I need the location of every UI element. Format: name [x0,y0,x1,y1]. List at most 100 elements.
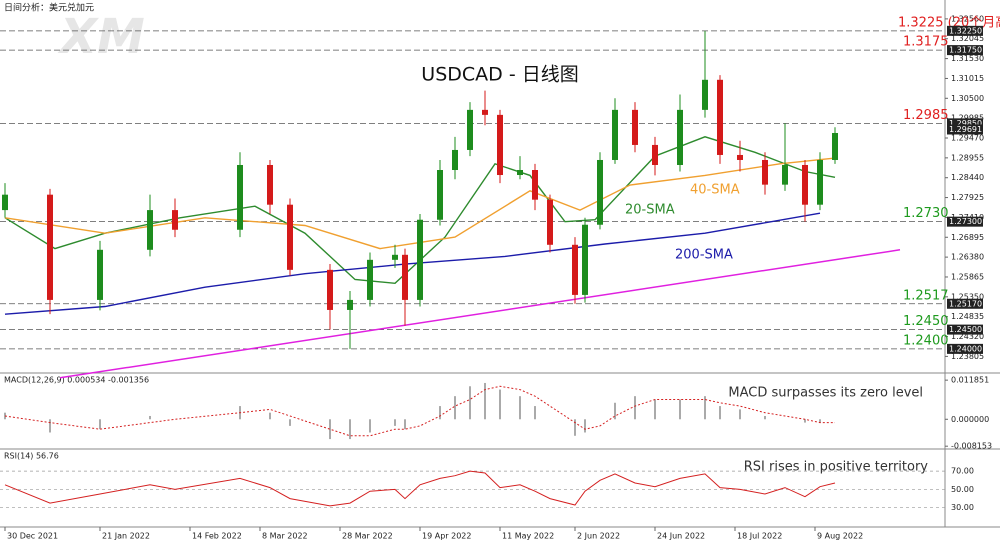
price-marker-label: 1.29850 [949,119,982,128]
sma-line [4,136,836,285]
sma-label: 40-SMA [690,183,740,198]
y-tick-label: 1.31015 [951,74,984,83]
y-tick-label: 70.00 [951,467,974,476]
x-tick-label: 14 Feb 2022 [192,532,242,541]
sma-line [4,157,836,250]
level-label: 1.2517 [903,288,949,303]
candle-body [267,164,273,205]
macd-annotation: MACD surpasses its zero level [728,386,923,401]
y-tick-label: 1.26895 [951,233,984,242]
y-tick-label: 1.29470 [951,134,984,143]
price-marker-label: 1.31750 [949,46,982,55]
macd-bar [439,406,441,420]
macd-bar [469,386,471,420]
candle-body [482,109,488,115]
y-tick-label: 1.32045 [951,34,984,43]
candle-body [582,224,588,295]
x-tick-label: 18 Jul 2022 [737,532,782,541]
price-marker-label: 1.32250 [949,26,982,35]
candle-body [632,109,638,145]
macd-bar [499,389,501,420]
price-marker-label: 1.24500 [949,325,982,334]
macd-bar [99,419,101,430]
level-label: 1.3175 [903,35,949,50]
price-marker-label: 1.24000 [949,344,982,353]
price-marker-label: 1.29691 [949,125,982,134]
watermark: XM [57,9,145,65]
rsi-line [4,470,836,507]
macd-bar [149,415,151,420]
x-tick-label: 8 Mar 2022 [262,532,308,541]
y-tick-label: 0.000000 [951,415,989,424]
macd-bar [574,419,576,436]
candle-body [237,164,243,230]
macd-bar [634,396,636,420]
candle-body [172,210,178,230]
x-tick-label: 19 Apr 2022 [422,532,471,541]
candle-body [402,254,408,300]
macd-bar [584,419,586,433]
y-tick-label: 1.31530 [951,54,984,63]
candle-body [817,159,823,205]
candle-body [2,194,8,211]
macd-bar [484,382,486,420]
macd-bar [369,419,371,433]
y-tick-label: 1.28955 [951,153,984,162]
price-marker [947,216,983,227]
price-marker [947,124,983,135]
y-tick-label: 50.00 [951,485,974,494]
macd-bar [289,419,291,426]
candle-body [347,299,353,310]
macd-bar [719,406,721,420]
x-tick-label: 21 Jan 2022 [102,532,150,541]
candle-body [802,164,808,205]
y-tick-label: 1.26380 [951,253,984,262]
macd-bar [329,419,331,440]
x-tick-label: 9 Aug 2022 [817,532,863,541]
macd-bar [404,419,406,430]
macd-bar [704,396,706,420]
candle-body [597,159,603,225]
macd-bar [534,406,536,420]
price-marker [947,298,983,309]
price-marker [947,45,983,56]
macd-bar [4,412,6,420]
x-tick-label: 24 Jun 2022 [657,532,705,541]
chart-title: USDCAD - 日线图 [421,64,578,86]
candle-body [437,170,443,220]
candle-body [327,269,333,310]
candle-body [367,259,373,300]
sma-label: 200-SMA [675,248,733,263]
level-label: 1.2985 [903,108,949,123]
level-label: 1.2450 [903,314,949,329]
macd-bar [269,412,271,420]
price-marker [947,324,983,335]
macd-bar [519,396,521,420]
macd-bar [679,399,681,420]
x-tick-label: 28 Mar 2022 [342,532,393,541]
y-tick-label: 1.23805 [951,352,984,361]
candle-body [517,170,523,176]
level-label: 1.2730 [903,206,949,221]
candle-body [612,109,618,160]
trendline [59,249,901,379]
macd-bar [804,419,806,423]
price-marker [947,343,983,354]
macd-bar [454,396,456,420]
candle-body [832,132,838,160]
sma-label: 20-SMA [625,203,675,218]
candle-body [452,149,458,171]
y-tick-label: 1.24835 [951,312,984,321]
y-tick-label: 0.011851 [951,376,989,385]
y-tick-label: 1.24320 [951,332,984,341]
macd-bar [349,419,351,440]
y-tick-label: 1.30500 [951,94,984,103]
y-tick-label: 1.28440 [951,173,984,182]
macd-bar [49,419,51,433]
macd-bar [654,399,656,420]
candle-body [147,210,153,250]
candle-body [287,204,293,270]
candle-body [97,249,103,300]
